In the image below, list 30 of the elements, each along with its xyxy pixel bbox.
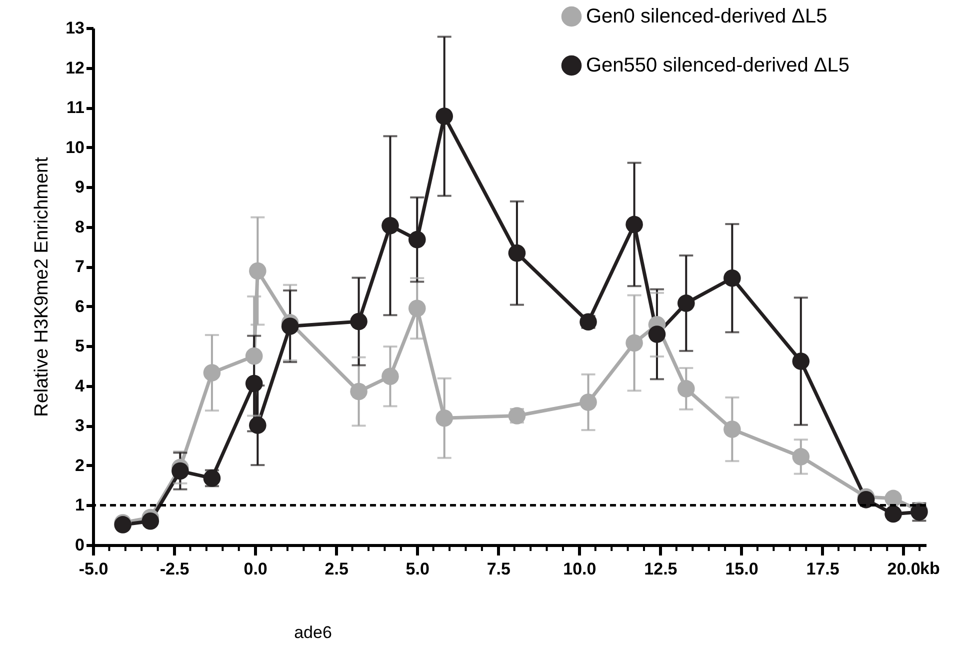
x-tick-label: 10.0 — [563, 560, 596, 578]
x-tick-label: 17.5 — [806, 560, 840, 578]
x-tick-label: 15.0 — [725, 560, 758, 578]
y-tick-label: 2 — [75, 456, 84, 475]
legend-label: Gen0 silenced-derived ΔL5 — [586, 6, 828, 28]
x-tick-label: -2.5 — [160, 560, 190, 578]
x-tick-label: 5.0 — [406, 560, 430, 578]
y-tick-label: 8 — [75, 217, 84, 236]
x-tick-label: 7.5 — [486, 560, 510, 578]
y-tick-label: 7 — [75, 257, 84, 276]
text: ade6 — [294, 623, 332, 642]
y-tick-label: 1 — [75, 496, 84, 515]
y-tick-label: 10 — [66, 138, 84, 157]
legend-label: Gen550 silenced-derived ΔL5 — [586, 54, 850, 76]
y-tick-label: 13 — [66, 18, 84, 38]
x-tick-label: 12.5 — [644, 560, 678, 578]
x-tick-label: -5.0 — [78, 560, 108, 578]
x-axis-title: kb — [920, 559, 940, 578]
y-axis-title: Relative H3K9me2 Enrichment — [32, 156, 53, 417]
y-tick-label: 12 — [66, 58, 84, 78]
y-tick-label: 5 — [75, 336, 84, 356]
x-tick-label: 20.0 — [887, 560, 920, 578]
y-tick-label: 11 — [66, 98, 84, 118]
x-tick-label: 0.0 — [244, 560, 268, 578]
y-tick-label: 6 — [75, 296, 84, 316]
y-tick-label: 3 — [75, 416, 84, 436]
x-tick-label: 2.5 — [324, 560, 348, 578]
y-tick-label: 9 — [75, 178, 84, 197]
y-tick-label: 0 — [75, 536, 84, 554]
y-tick-label: 4 — [75, 376, 86, 396]
